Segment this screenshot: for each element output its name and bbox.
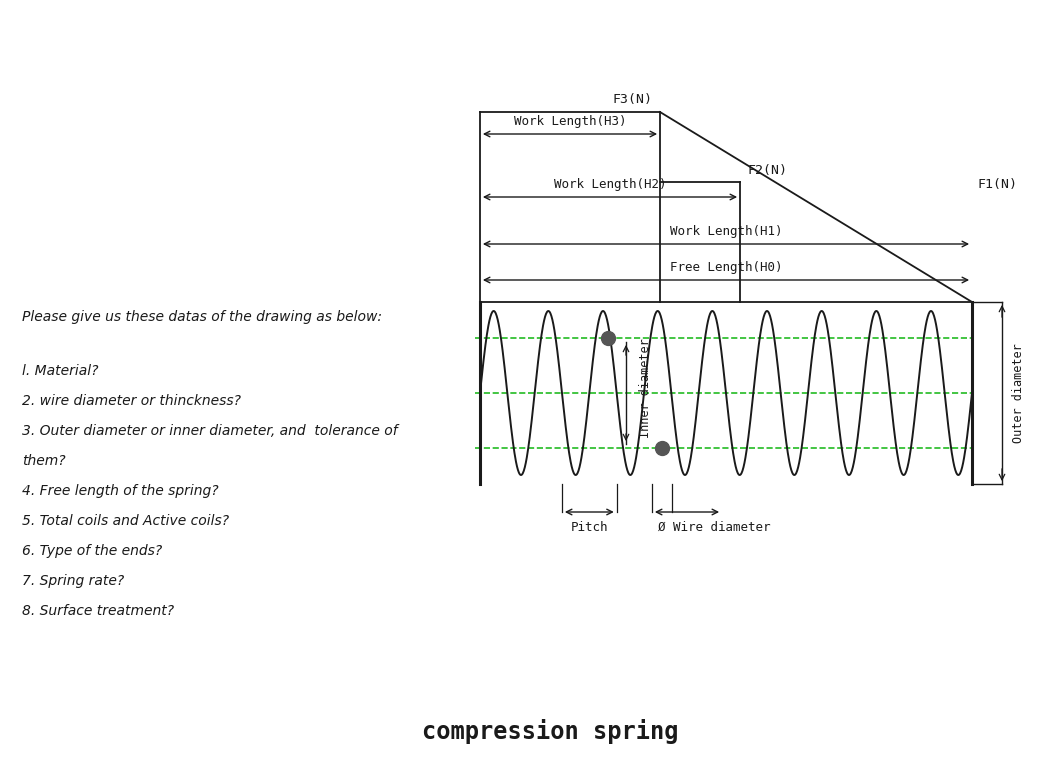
Text: Inner diameter: Inner diameter xyxy=(639,338,652,438)
Text: F2(N): F2(N) xyxy=(747,164,787,177)
Text: Outer diameter: Outer diameter xyxy=(1011,343,1025,443)
Text: Ø Wire diameter: Ø Wire diameter xyxy=(658,521,771,534)
Text: F3(N): F3(N) xyxy=(612,93,652,106)
Text: 6. Type of the ends?: 6. Type of the ends? xyxy=(22,544,162,558)
Text: 4. Free length of the spring?: 4. Free length of the spring? xyxy=(22,484,218,498)
Text: Pitch: Pitch xyxy=(570,521,608,534)
Text: Work Length(H3): Work Length(H3) xyxy=(514,115,626,128)
Text: 5. Total coils and Active coils?: 5. Total coils and Active coils? xyxy=(22,514,229,528)
Text: 8. Surface treatment?: 8. Surface treatment? xyxy=(22,604,174,618)
Text: 3. Outer diameter or inner diameter, and  tolerance of: 3. Outer diameter or inner diameter, and… xyxy=(22,424,397,438)
Text: l. Material?: l. Material? xyxy=(22,364,99,378)
Text: them?: them? xyxy=(22,454,66,468)
Text: 7. Spring rate?: 7. Spring rate? xyxy=(22,574,124,588)
Text: Free Length(H0): Free Length(H0) xyxy=(670,261,782,274)
Text: compression spring: compression spring xyxy=(422,719,678,744)
Text: 2. wire diameter or thinckness?: 2. wire diameter or thinckness? xyxy=(22,394,241,408)
Text: Please give us these datas of the drawing as below:: Please give us these datas of the drawin… xyxy=(22,310,382,324)
Text: Work Length(H1): Work Length(H1) xyxy=(670,225,782,238)
Text: F1(N): F1(N) xyxy=(977,178,1017,190)
Text: Work Length(H2): Work Length(H2) xyxy=(553,178,667,191)
